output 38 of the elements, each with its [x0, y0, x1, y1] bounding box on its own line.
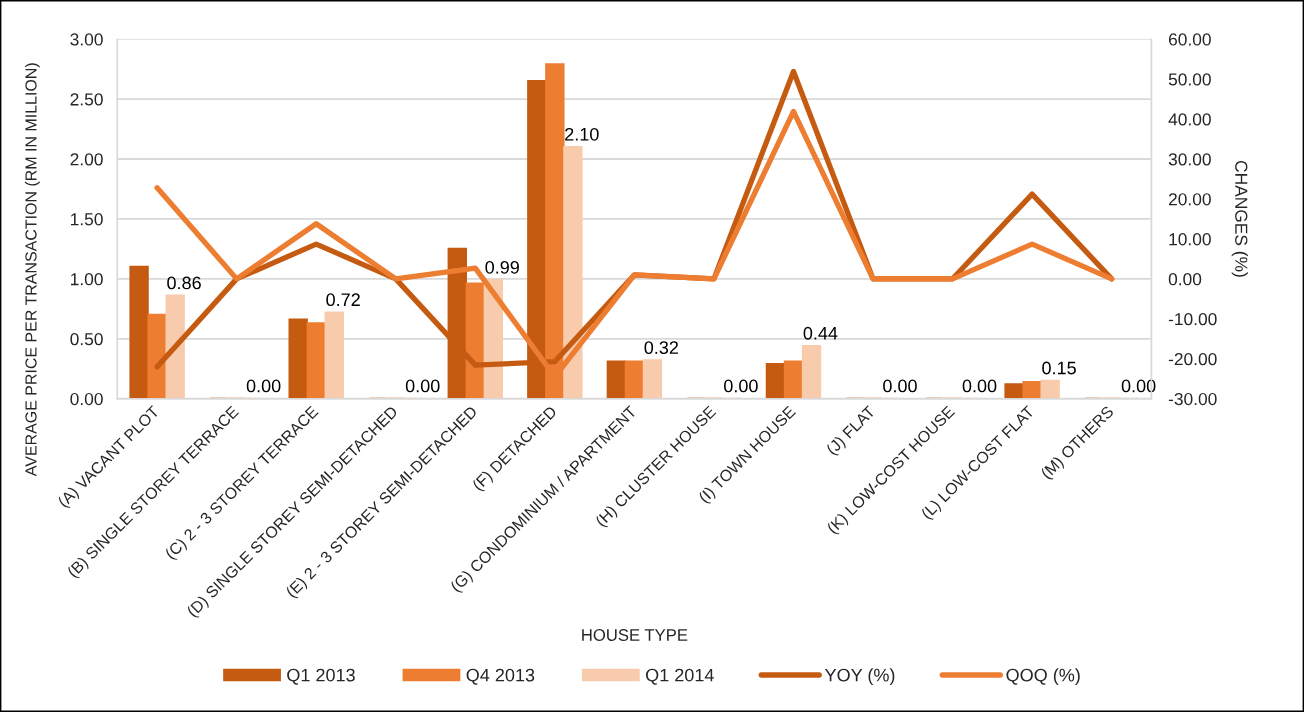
data-label: 0.86 [167, 276, 201, 290]
y-tick-label: 0.00 [70, 392, 103, 406]
data-label: 2.10 [565, 127, 599, 141]
y-tick-label: 0.50 [70, 332, 103, 346]
data-label: 0.32 [644, 341, 679, 355]
y2-tick-label: -10.00 [1168, 312, 1217, 326]
y-tick-label: 1.00 [71, 273, 103, 286]
data-label: 0.00 [1121, 379, 1156, 393]
y2-tick-label: -20.00 [1168, 352, 1217, 366]
data-label: 0.00 [405, 379, 440, 393]
data-label: 0.99 [485, 260, 519, 274]
data-label: 0.00 [962, 379, 997, 393]
legend-label: YOY (%) [824, 668, 895, 686]
y2-tick-label: 0.00 [1168, 273, 1202, 286]
y-tick-label: 2.00 [70, 153, 103, 166]
y-tick-label: 3.00 [70, 33, 103, 46]
legend-label: Q1 2013 [287, 668, 355, 685]
y2-tick-label: 20.00 [1168, 193, 1211, 206]
y2-tick-label: 30.00 [1168, 153, 1211, 166]
y-tick-label: 1.50 [71, 213, 103, 226]
y2-tick-label: 10.00 [1169, 233, 1211, 246]
data-label: 0.00 [246, 379, 281, 393]
data-label: 0.15 [1042, 361, 1076, 375]
y2-tick-label: 60.00 [1168, 33, 1211, 46]
y-axis-title: AVERAGE PRICE PER TRANSACTION (RM IN MILLION) [24, 63, 40, 477]
y-tick-label: 2.50 [70, 93, 103, 106]
x-axis-title: HOUSE TYPE [582, 629, 688, 641]
data-label: 0.00 [883, 379, 917, 393]
y2-tick-label: 40.00 [1168, 113, 1211, 126]
y2-tick-label: 50.00 [1168, 73, 1211, 86]
y2-axis-title: CHANGES (%) [1231, 160, 1248, 277]
data-label: 0.72 [326, 293, 360, 307]
legend-label: Q4 2013 [466, 668, 535, 685]
data-label: 0.00 [724, 379, 758, 393]
y2-tick-label: -30.00 [1168, 392, 1217, 406]
data-label: 0.44 [803, 326, 838, 340]
legend-label: Q1 2014 [646, 668, 714, 685]
legend-label: QOQ (%) [1006, 668, 1080, 686]
